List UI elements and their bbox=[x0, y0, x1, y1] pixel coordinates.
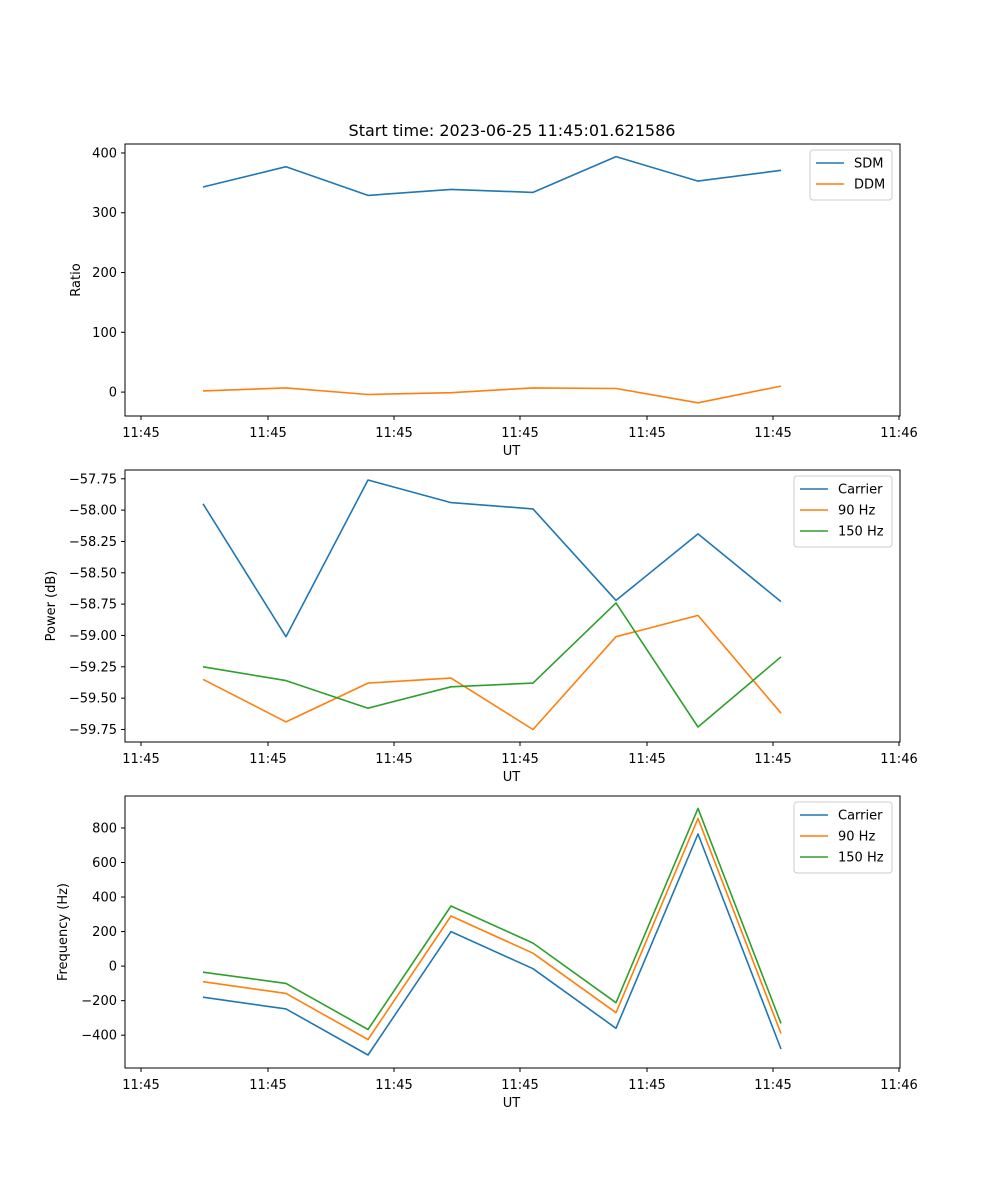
ratio-y-tick-label: 100 bbox=[92, 326, 117, 341]
frequency-x-tick-label: 11:45 bbox=[628, 1078, 665, 1093]
ratio-legend: SDM DDM bbox=[809, 149, 893, 201]
ratio-panel: 0 100 200 300 400 11:45 11:45 11:45 11:45 11:45 11… bbox=[69, 143, 918, 459]
frequency-legend-label: 150 Hz bbox=[838, 851, 884, 866]
power-y-axis-label: Power (dB) bbox=[44, 571, 59, 642]
frequency-series-line-150-hz bbox=[202, 807, 782, 1031]
ratio-x-tick-label: 11:45 bbox=[628, 426, 665, 441]
frequency-y-tick-label: 200 bbox=[92, 925, 117, 940]
frequency-y-tick-label: 400 bbox=[92, 891, 117, 906]
power-y-tick-label: −59.00 bbox=[69, 629, 117, 644]
power-legend-label: 150 Hz bbox=[838, 525, 884, 540]
ratio-series-line-ddm bbox=[202, 385, 782, 404]
power-x-tick-label: 11:45 bbox=[754, 752, 791, 767]
frequency-panel: 800 600 400 200 0 −200 −400 11:45 11:45 11:45 11:4… bbox=[56, 795, 918, 1111]
power-y-tick-label: −58.25 bbox=[69, 535, 117, 550]
frequency-legend-label: 90 Hz bbox=[838, 830, 875, 845]
frequency-x-tick-label: 11:45 bbox=[249, 1078, 286, 1093]
frequency-x-axis-label: UT bbox=[503, 1096, 521, 1111]
power-legend-box bbox=[793, 475, 893, 548]
power-x-tick-label: 11:45 bbox=[122, 752, 159, 767]
ratio-y-tick-label: 200 bbox=[92, 266, 117, 281]
ratio-x-tick-label: 11:45 bbox=[122, 426, 159, 441]
power-y-tick-label: −58.00 bbox=[69, 504, 117, 519]
frequency-series-line-90-hz bbox=[202, 817, 782, 1041]
power-x-tick-label: 11:46 bbox=[880, 752, 917, 767]
power-panel: −57.75 −58.00 −58.25 −58.50 −58.75 −59.00 −59.… bbox=[44, 469, 918, 785]
power-legend-label: Carrier bbox=[838, 483, 883, 498]
figure-title: Start time: 2023-06-25 11:45:01.621586 bbox=[349, 121, 676, 140]
frequency-x-tick-label: 11:46 bbox=[880, 1078, 917, 1093]
frequency-x-tick-label: 11:45 bbox=[501, 1078, 538, 1093]
ratio-series-line-sdm bbox=[202, 155, 782, 197]
ratio-x-tick-label: 11:45 bbox=[501, 426, 538, 441]
frequency-legend-label: Carrier bbox=[838, 809, 883, 824]
power-series-line-carrier bbox=[202, 479, 782, 638]
ratio-legend-label: SDM bbox=[854, 157, 883, 172]
power-series-line-90-hz bbox=[202, 614, 782, 731]
power-y-tick-label: −57.75 bbox=[69, 472, 117, 487]
power-x-tick-label: 11:45 bbox=[501, 752, 538, 767]
power-legend: Carrier 90 Hz 150 Hz bbox=[793, 475, 893, 548]
ratio-x-tick-label: 11:45 bbox=[249, 426, 286, 441]
power-series-line-150-hz bbox=[202, 602, 782, 728]
ratio-x-tick-label: 11:45 bbox=[754, 426, 791, 441]
ratio-x-tick-label: 11:46 bbox=[880, 426, 917, 441]
frequency-x-tick-label: 11:45 bbox=[754, 1078, 791, 1093]
frequency-legend: Carrier 90 Hz 150 Hz bbox=[793, 801, 893, 874]
ratio-y-tick-label: 300 bbox=[92, 206, 117, 221]
ratio-axes-frame bbox=[124, 143, 901, 417]
ratio-y-tick-label: 400 bbox=[92, 146, 117, 161]
power-x-tick-label: 11:45 bbox=[628, 752, 665, 767]
frequency-y-tick-label: −200 bbox=[81, 994, 117, 1009]
ratio-x-axis-label: UT bbox=[503, 444, 521, 459]
frequency-legend-box bbox=[793, 801, 893, 874]
frequency-y-tick-label: 800 bbox=[92, 821, 117, 836]
ratio-y-axis-label: Ratio bbox=[69, 263, 84, 296]
frequency-x-tick-label: 11:45 bbox=[375, 1078, 412, 1093]
power-y-tick-label: −59.50 bbox=[69, 692, 117, 707]
power-legend-label: 90 Hz bbox=[838, 504, 875, 519]
power-axes-frame bbox=[124, 469, 901, 743]
frequency-y-tick-label: −400 bbox=[81, 1029, 117, 1044]
power-x-tick-label: 11:45 bbox=[249, 752, 286, 767]
frequency-series-line-carrier bbox=[202, 833, 782, 1056]
power-y-tick-label: −58.50 bbox=[69, 566, 117, 581]
frequency-x-tick-label: 11:45 bbox=[122, 1078, 159, 1093]
power-x-tick-label: 11:45 bbox=[375, 752, 412, 767]
power-y-tick-label: −58.75 bbox=[69, 598, 117, 613]
ratio-legend-label: DDM bbox=[854, 178, 885, 193]
frequency-y-tick-label: 600 bbox=[92, 856, 117, 871]
power-x-axis-label: UT bbox=[503, 770, 521, 785]
ratio-x-tick-label: 11:45 bbox=[375, 426, 412, 441]
ratio-y-tick-label: 0 bbox=[109, 386, 117, 401]
power-y-tick-label: −59.25 bbox=[69, 660, 117, 675]
frequency-y-axis-label: Frequency (Hz) bbox=[56, 883, 71, 981]
power-y-tick-label: −59.75 bbox=[69, 723, 117, 738]
frequency-y-tick-label: 0 bbox=[109, 960, 117, 975]
